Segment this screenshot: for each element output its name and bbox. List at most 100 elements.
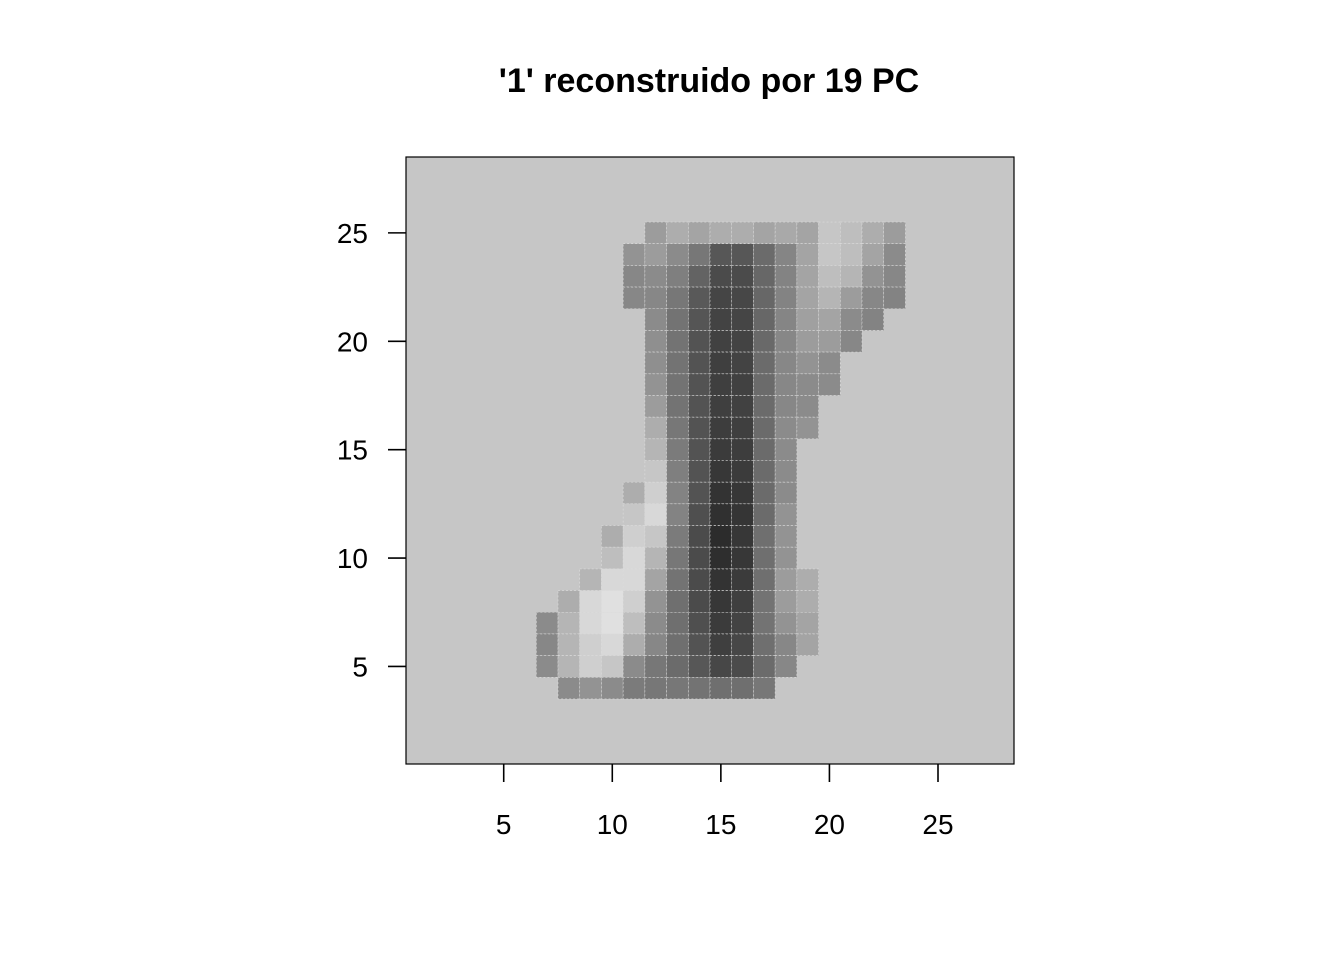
heatmap-cell	[666, 330, 689, 353]
heatmap-cell	[666, 438, 689, 461]
heatmap-cell	[731, 546, 754, 570]
heatmap-cell	[774, 308, 798, 331]
heatmap-cell	[774, 416, 798, 440]
x-tick-label: 25	[922, 809, 953, 840]
heatmap-cell	[774, 525, 798, 548]
heatmap-cell	[644, 351, 667, 375]
heatmap-cell	[774, 243, 798, 266]
heatmap-cell	[774, 395, 798, 418]
heatmap-cell	[557, 676, 581, 700]
heatmap-cell	[753, 568, 776, 591]
heatmap-cell	[644, 568, 667, 591]
heatmap-cell	[753, 373, 776, 396]
heatmap-cell	[709, 590, 733, 613]
heatmap-cell	[644, 265, 667, 288]
heatmap-cell	[666, 308, 689, 331]
heatmap-cell	[796, 373, 819, 396]
heatmap-cell	[796, 243, 819, 266]
heatmap-cell	[644, 460, 667, 483]
heatmap-cell	[774, 568, 798, 591]
heatmap-cell	[622, 546, 646, 570]
heatmap-cell	[622, 503, 646, 526]
heatmap-cell	[839, 265, 863, 288]
heatmap-cell	[731, 460, 754, 483]
heatmap-cell	[666, 611, 689, 635]
heatmap-cell	[622, 568, 646, 591]
heatmap-cell	[861, 286, 885, 310]
heatmap-cell	[557, 590, 581, 613]
heatmap-cell	[796, 221, 819, 245]
heatmap-cell	[709, 265, 733, 288]
heatmap-cell	[687, 308, 711, 331]
heatmap-cell	[579, 568, 602, 591]
heatmap-cell	[601, 611, 624, 635]
heatmap-cell	[644, 243, 667, 266]
heatmap-cell	[883, 286, 906, 310]
heatmap-cell	[731, 416, 754, 440]
heatmap-cell	[839, 286, 863, 310]
heatmap-cell	[644, 308, 667, 331]
heatmap-cell	[601, 590, 624, 613]
heatmap-cell	[687, 265, 711, 288]
heatmap-cell	[666, 633, 689, 656]
heatmap-cell	[622, 633, 646, 656]
heatmap-cell	[644, 546, 667, 570]
heatmap-cell	[644, 373, 667, 396]
heatmap-cell	[774, 546, 798, 570]
heatmap-cell	[666, 243, 689, 266]
heatmap-cell	[666, 373, 689, 396]
heatmap-cell	[753, 546, 776, 570]
heatmap-cell	[644, 330, 667, 353]
heatmap-cell	[753, 633, 776, 656]
heatmap-cell	[818, 351, 841, 375]
heatmap-cell	[796, 611, 819, 635]
heatmap-cell	[818, 308, 841, 331]
heatmap-cell	[839, 221, 863, 245]
heatmap-cell	[774, 221, 798, 245]
heatmap-cell	[861, 308, 885, 331]
heatmap-cell	[731, 676, 754, 700]
heatmap-cell	[796, 330, 819, 353]
heatmap-cell	[535, 633, 559, 656]
heatmap-cell	[731, 243, 754, 266]
heatmap-cell	[774, 481, 798, 505]
heatmap-cell	[774, 590, 798, 613]
heatmap-cell	[644, 611, 667, 635]
heatmap-cell	[774, 373, 798, 396]
heatmap-cell	[731, 481, 754, 505]
heatmap-cell	[709, 525, 733, 548]
heatmap-cell	[753, 286, 776, 310]
heatmap-cell	[709, 221, 733, 245]
heatmap-cell	[753, 481, 776, 505]
heatmap-cell	[644, 286, 667, 310]
heatmap-cell	[796, 633, 819, 656]
heatmap-cell	[731, 308, 754, 331]
heatmap-cell	[796, 416, 819, 440]
heatmap-cell	[687, 633, 711, 656]
y-tick-label: 25	[337, 218, 368, 249]
heatmap-cell	[753, 416, 776, 440]
heatmap-cell	[622, 481, 646, 505]
heatmap-cell	[622, 590, 646, 613]
heatmap-cell	[666, 395, 689, 418]
heatmap-cell	[753, 438, 776, 461]
heatmap-cell	[753, 460, 776, 483]
heatmap-cell	[818, 373, 841, 396]
heatmap-cell	[709, 330, 733, 353]
heatmap-cell	[687, 438, 711, 461]
heatmap-cell	[796, 395, 819, 418]
plot-frame	[405, 156, 1015, 765]
heatmap-cell	[709, 416, 733, 440]
heatmap-cell	[644, 633, 667, 656]
heatmap-cell	[622, 676, 646, 700]
heatmap-cell	[753, 525, 776, 548]
heatmap-cell	[644, 525, 667, 548]
heatmap-cell	[731, 438, 754, 461]
heatmap-cell	[731, 590, 754, 613]
heatmap-cell	[709, 351, 733, 375]
x-tick-label: 15	[705, 809, 736, 840]
heatmap-cell	[709, 481, 733, 505]
heatmap-cell	[731, 633, 754, 656]
chart-title: '1' reconstruido por 19 PC	[499, 62, 919, 100]
